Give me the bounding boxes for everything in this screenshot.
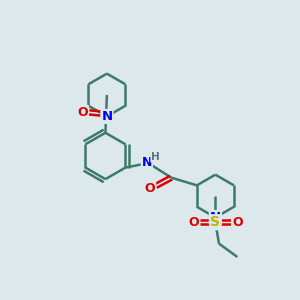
Text: N: N	[101, 110, 112, 123]
Text: N: N	[142, 156, 152, 169]
Text: H: H	[151, 152, 160, 162]
Text: O: O	[145, 182, 155, 195]
Text: O: O	[188, 216, 199, 229]
Text: O: O	[77, 106, 88, 119]
Text: O: O	[232, 216, 243, 229]
Text: N: N	[210, 211, 221, 224]
Text: S: S	[210, 215, 220, 229]
